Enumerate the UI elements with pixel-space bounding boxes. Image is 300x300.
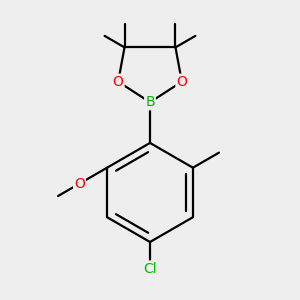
Text: O: O — [74, 177, 85, 190]
Text: O: O — [113, 75, 124, 89]
Text: O: O — [176, 75, 187, 89]
Text: B: B — [145, 95, 155, 109]
Text: Cl: Cl — [143, 262, 157, 275]
